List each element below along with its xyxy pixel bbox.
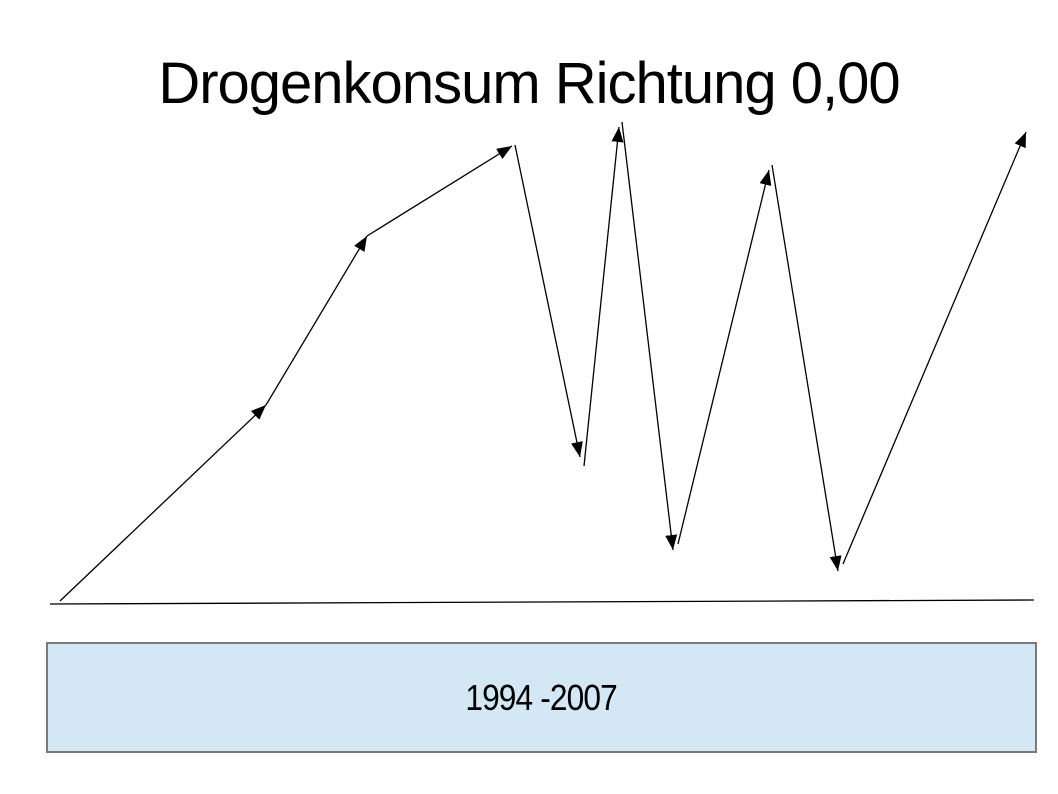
trend-arrow-segment [265, 235, 368, 406]
trend-arrow-segment [842, 131, 1027, 565]
trend-arrow-segment [583, 126, 624, 467]
trend-arrow-segment [621, 121, 678, 551]
year-range-box: 1994 -2007 [46, 642, 1037, 753]
year-range-label: 1994 -2007 [465, 676, 618, 718]
trend-arrow-segment [677, 169, 772, 545]
trend-arrow-segment [366, 145, 513, 237]
trend-arrow-segment [514, 144, 583, 458]
baseline-axis [49, 599, 1035, 605]
slide-title: Drogenkonsum Richtung 0,00 [158, 51, 900, 116]
trend-arrow-segment [59, 404, 267, 602]
trend-arrow-segment [771, 164, 842, 572]
